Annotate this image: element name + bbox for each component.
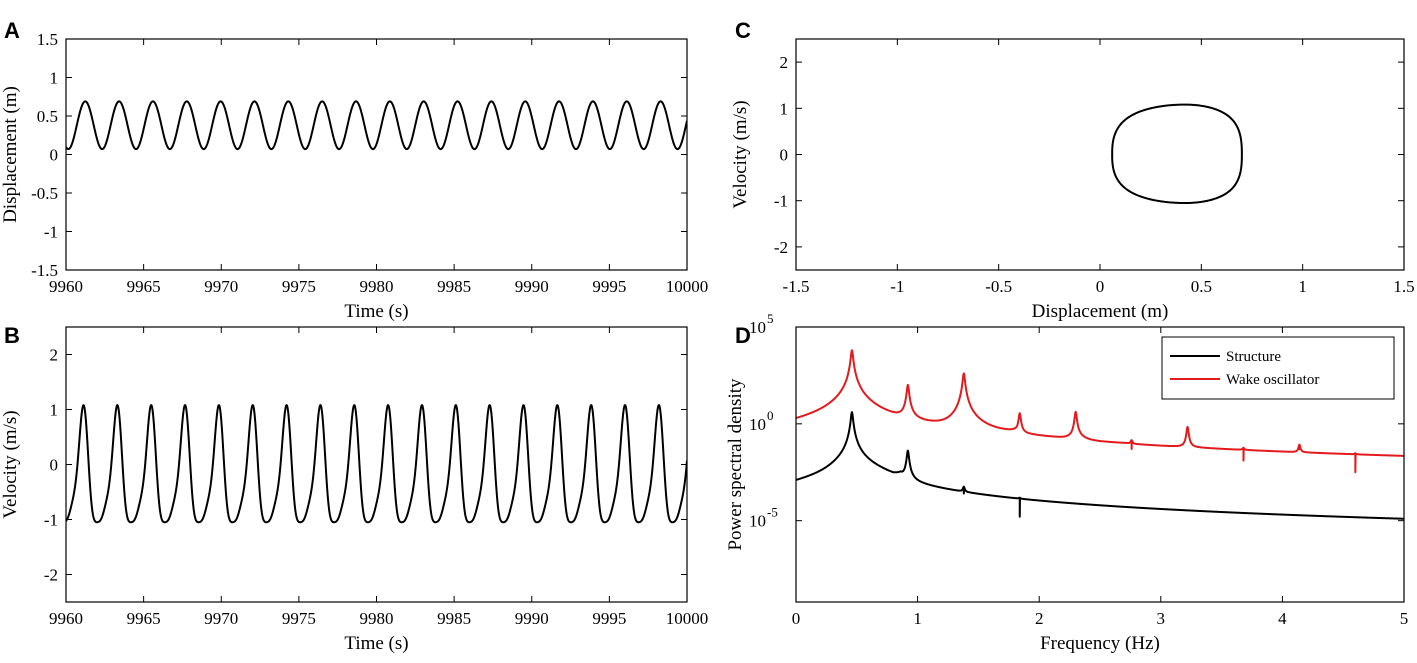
panel-letter-d: D <box>735 323 751 348</box>
axes-box <box>65 326 688 603</box>
panel-b: B 9960 9965 9970 9975 9980 9985 9990 9995 10000 -2… <box>0 323 708 654</box>
axes-box <box>65 38 688 271</box>
x-tick-label: 3 <box>1157 609 1166 628</box>
y-tick-label: -2 <box>774 238 788 257</box>
x-axis-title: Time (s) <box>344 301 408 322</box>
x-tick-label: 9975 <box>282 609 316 628</box>
series-line-phase-trajectory <box>1111 103 1243 205</box>
x-axis-title: Frequency (Hz) <box>1040 633 1160 654</box>
panel-c: C -1.5 -1 -0.5 0 0.5 1 1.5 -2 -1 0 1 2 Displacement (… <box>730 18 1415 322</box>
x-tick-label: 0 <box>1096 277 1105 296</box>
y-axis-title: Velocity (m/s) <box>730 100 751 208</box>
y-tick-label: 2 <box>780 53 789 72</box>
y-tick-label: 0.5 <box>37 107 58 126</box>
x-tick-label: 4 <box>1278 609 1287 628</box>
x-tick-label: 9960 <box>49 277 83 296</box>
y-tick-label: -2 <box>44 566 58 585</box>
x-tick-label: 10000 <box>666 609 709 628</box>
x-tick-label: 9965 <box>127 609 161 628</box>
legend-entry: Wake oscillator <box>1226 372 1319 388</box>
x-tick-label: -0.5 <box>985 277 1012 296</box>
y-axis-title: Velocity (m/s) <box>0 410 21 518</box>
x-tick-label: 9970 <box>204 609 238 628</box>
panel-letter-c: C <box>735 18 751 43</box>
y-tick-label: 10 <box>749 318 766 337</box>
series-line-velocity <box>66 404 687 524</box>
y-tick-label: 2 <box>50 346 59 365</box>
x-tick-label: 9980 <box>360 277 394 296</box>
x-tick-label: 0.5 <box>1191 277 1212 296</box>
series-line-structure <box>796 411 1404 520</box>
y-tick-label-exponent: 5 <box>767 311 774 326</box>
y-tick-label: 10 <box>749 415 766 434</box>
y-tick-label: -1 <box>44 223 58 242</box>
y-tick-label: -0.5 <box>31 184 58 203</box>
x-tick-label: 9960 <box>49 609 83 628</box>
axes-box <box>795 38 1405 271</box>
y-axis-title: Power spectral density <box>725 378 746 551</box>
x-tick-label: -1 <box>890 277 904 296</box>
x-tick-label: 9965 <box>127 277 161 296</box>
y-tick-label: 1 <box>780 99 789 118</box>
axes-box <box>795 326 1405 603</box>
x-tick-label: 9970 <box>204 277 238 296</box>
series-line-displacement <box>66 100 687 151</box>
x-tick-label: 9995 <box>592 277 626 296</box>
panel-a: A 9960 9965 9970 9975 9980 9985 9990 9995 10000 -1… <box>0 18 708 322</box>
x-tick-label: 1.5 <box>1393 277 1414 296</box>
x-axis-title: Displacement (m) <box>1032 301 1169 322</box>
x-axis-title: Time (s) <box>344 633 408 654</box>
x-tick-label: 2 <box>1035 609 1044 628</box>
y-tick-label: -1.5 <box>31 261 58 280</box>
panel-letter-b: B <box>4 323 20 348</box>
x-tick-label: 9975 <box>282 277 316 296</box>
x-tick-label: 9985 <box>437 609 471 628</box>
y-tick-label: -1 <box>44 511 58 530</box>
y-tick-label: -1 <box>774 192 788 211</box>
y-axis-title: Displacement (m) <box>0 86 21 223</box>
y-tick-label: 1 <box>50 69 59 88</box>
x-tick-label: 9990 <box>515 277 549 296</box>
x-tick-label: 0 <box>792 609 801 628</box>
x-tick-label: 10000 <box>666 277 709 296</box>
y-tick-label: 0 <box>50 146 59 165</box>
y-tick-label: 0 <box>780 146 789 165</box>
x-tick-label: -1.5 <box>783 277 810 296</box>
legend-entry: Structure <box>1226 349 1281 365</box>
series-line-wake-oscillator <box>796 349 1404 474</box>
x-tick-label: 9980 <box>360 609 394 628</box>
y-tick-label: 1 <box>50 401 59 420</box>
y-tick-label: 1.5 <box>37 30 58 49</box>
x-tick-label: 1 <box>1298 277 1307 296</box>
legend: Structure Wake oscillator <box>1161 336 1395 400</box>
x-tick-label: 9995 <box>592 609 626 628</box>
y-tick-label-exponent: 0 <box>767 408 774 423</box>
legend-box <box>1161 336 1395 400</box>
x-tick-label: 5 <box>1400 609 1409 628</box>
y-tick-label: 0 <box>50 456 59 475</box>
y-tick-label: 10 <box>749 512 766 531</box>
panel-letter-a: A <box>4 18 20 43</box>
x-tick-label: 9990 <box>515 609 549 628</box>
y-tick-label-exponent: -5 <box>767 505 778 520</box>
x-tick-label: 1 <box>913 609 922 628</box>
x-tick-label: 9985 <box>437 277 471 296</box>
